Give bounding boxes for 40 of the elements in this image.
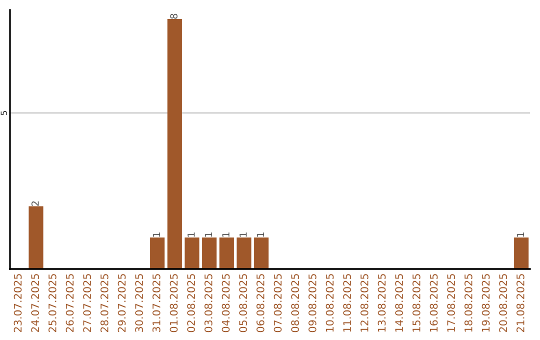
- x-tick-label: 15.08.2025: [412, 274, 420, 332]
- x-tick-label: 28.07.2025: [100, 274, 108, 332]
- x-tick-label: 26.07.2025: [66, 274, 74, 332]
- x-tick-label: 04.08.2025: [222, 274, 230, 332]
- x-tick-label: 23.07.2025: [14, 274, 22, 332]
- x-tick-label: 07.08.2025: [274, 274, 282, 332]
- data-label: 1: [152, 232, 160, 237]
- x-tick-label: 12.08.2025: [360, 274, 368, 332]
- x-tick-label: 16.08.2025: [430, 274, 438, 332]
- x-tick-label: 29.07.2025: [118, 274, 126, 332]
- x-tick-label: 08.08.2025: [291, 274, 300, 332]
- data-label: 1: [240, 232, 247, 237]
- x-tick-label: 30.07.2025: [135, 274, 144, 332]
- x-tick-label: 20.08.2025: [499, 274, 508, 332]
- y-tick-label: 5: [0, 111, 7, 115]
- data-label: 1: [204, 232, 212, 237]
- data-label: 1: [188, 232, 195, 237]
- x-tick-label: 18.08.2025: [464, 274, 472, 332]
- data-label: 1: [222, 232, 230, 237]
- x-tick-label: 19.08.2025: [482, 274, 490, 332]
- x-tick-label: 31.07.2025: [152, 274, 160, 332]
- data-label: 1: [256, 232, 264, 237]
- data-label: 2: [31, 201, 39, 206]
- x-tick-label: 03.08.2025: [204, 274, 212, 332]
- x-tick-label: 01.08.2025: [170, 274, 178, 332]
- x-tick-label: 21.08.2025: [516, 274, 524, 332]
- x-tick-label: 17.08.2025: [447, 274, 456, 332]
- x-tick-label: 13.08.2025: [378, 274, 386, 332]
- x-tick-label: 02.08.2025: [187, 274, 196, 332]
- x-tick-label: 27.07.2025: [83, 274, 92, 332]
- data-label: 1: [516, 232, 524, 237]
- x-tick-label: 10.08.2025: [326, 274, 334, 332]
- x-tick-label: 25.07.2025: [48, 274, 56, 332]
- x-tick-label: 05.08.2025: [239, 274, 248, 332]
- data-label: 8: [170, 14, 178, 19]
- x-tick-label: 09.08.2025: [308, 274, 316, 332]
- x-tick-label: 14.08.2025: [395, 274, 404, 332]
- x-tick-label: 11.08.2025: [343, 274, 352, 332]
- x-tick-label: 06.08.2025: [256, 274, 264, 332]
- x-tick-label: 24.07.2025: [31, 274, 40, 332]
